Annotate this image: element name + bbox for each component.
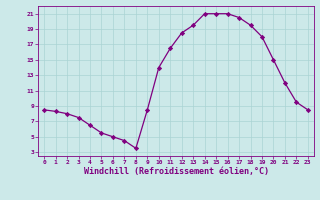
X-axis label: Windchill (Refroidissement éolien,°C): Windchill (Refroidissement éolien,°C): [84, 167, 268, 176]
